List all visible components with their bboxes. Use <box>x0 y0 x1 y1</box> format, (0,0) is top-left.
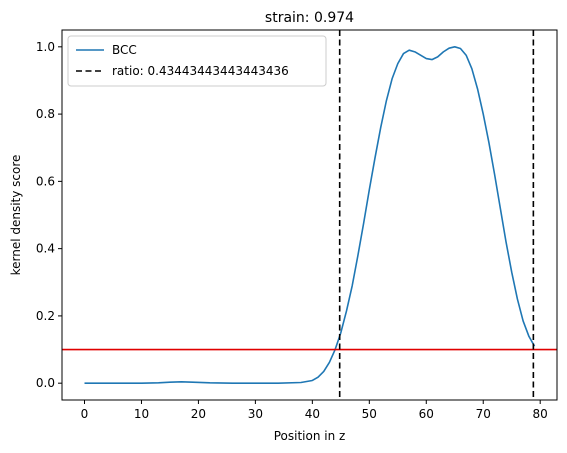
x-tick-label: 80 <box>533 407 548 421</box>
legend-label: BCC <box>112 43 137 57</box>
x-tick-label: 30 <box>248 407 263 421</box>
plot-clip-group <box>62 30 557 400</box>
x-tick-label: 60 <box>419 407 434 421</box>
x-tick-label: 40 <box>305 407 320 421</box>
x-tick-label: 50 <box>362 407 377 421</box>
y-tick-label: 0.2 <box>36 309 55 323</box>
series-line-bcc <box>84 46 536 384</box>
y-axis: 0.0 0.2 0.4 0.6 0.8 1.0 <box>36 40 62 390</box>
legend-box <box>67 35 327 87</box>
legend-label: ratio: 0.43443443443443436 <box>112 64 289 78</box>
y-tick-label: 1.0 <box>36 40 55 54</box>
x-tick-label: 10 <box>134 407 149 421</box>
y-tick-label: 0.8 <box>36 107 55 121</box>
plot-area <box>62 30 557 400</box>
y-tick-label: 0.6 <box>36 174 55 188</box>
y-axis-label: kernel density score <box>9 155 23 276</box>
x-axis: 0 10 20 30 40 50 60 70 80 <box>81 400 548 421</box>
legend: BCC ratio: 0.43443443443443436 <box>67 35 327 87</box>
y-tick-label: 0.0 <box>36 376 55 390</box>
x-tick-label: 20 <box>191 407 206 421</box>
axes-frame <box>61 29 558 401</box>
chart-title: strain: 0.974 <box>265 10 354 26</box>
y-tick-label: 0.4 <box>36 242 55 256</box>
x-axis-label: Position in z <box>274 429 346 443</box>
x-tick-label: 70 <box>476 407 491 421</box>
x-tick-label: 0 <box>81 407 89 421</box>
